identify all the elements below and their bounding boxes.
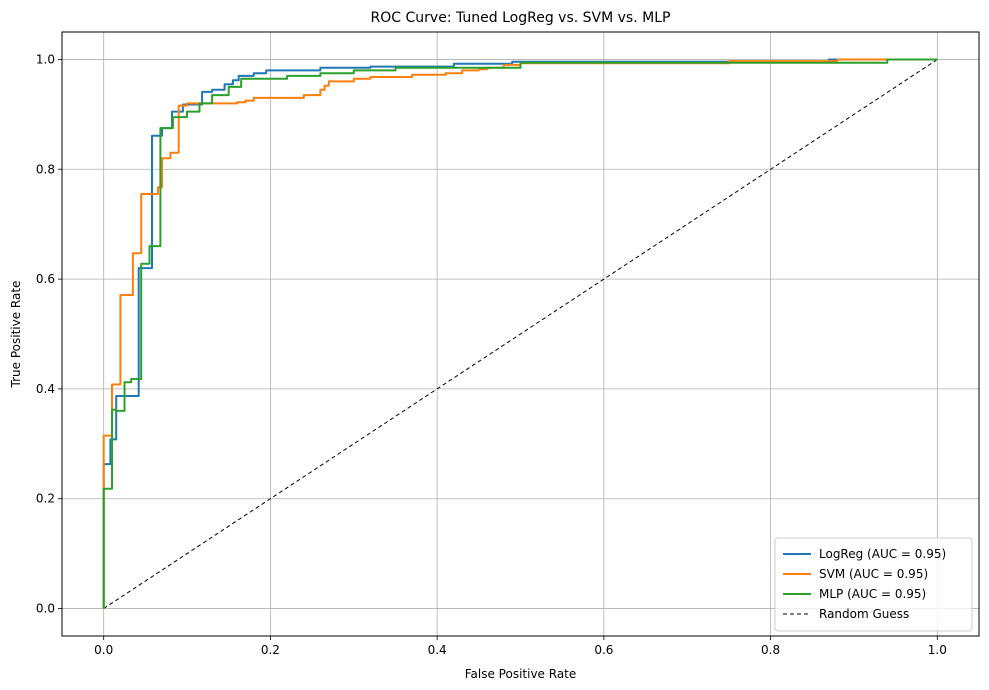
x-tick-label: 0.4 — [428, 643, 447, 657]
series-line-logreg — [102, 58, 938, 609]
x-tick-label: 0.8 — [761, 643, 780, 657]
legend-box — [774, 537, 973, 632]
series-line-mlp — [102, 58, 938, 609]
y-tick-label: 0.8 — [36, 162, 55, 176]
x-axis-ticks: 0.0 0.2 0.4 0.6 0.8 1.0 — [94, 636, 947, 657]
y-axis-label: True Positive Rate — [9, 281, 23, 389]
legend-label-random: Random Guess — [819, 607, 909, 621]
series-line-random — [103, 59, 938, 609]
legend-label-svm: SVM (AUC = 0.95) — [819, 567, 928, 581]
series-line-svm — [102, 58, 938, 609]
legend: LogReg (AUC = 0.95) SVM (AUC = 0.95) MLP (… — [774, 537, 973, 632]
x-axis-label: False Positive Rate — [465, 667, 577, 681]
x-tick-label: 0.0 — [94, 643, 113, 657]
y-tick-label: 0.0 — [36, 602, 55, 616]
plot-frame — [61, 31, 980, 637]
legend-label-mlp: MLP (AUC = 0.95) — [819, 587, 926, 601]
x-tick-label: 1.0 — [928, 643, 947, 657]
x-tick-label: 0.2 — [261, 643, 280, 657]
grid-lines — [62, 32, 979, 636]
y-tick-label: 0.4 — [36, 382, 55, 396]
y-tick-label: 0.6 — [36, 272, 55, 286]
y-tick-label: 0.2 — [36, 492, 55, 506]
series-layer — [102, 58, 938, 609]
chart-title: ROC Curve: Tuned LogReg vs. SVM vs. MLP — [371, 10, 671, 26]
legend-label-logreg: LogReg (AUC = 0.95) — [819, 547, 946, 561]
y-axis-ticks: 0.0 0.2 0.4 0.6 0.8 1.0 — [36, 52, 62, 616]
x-tick-label: 0.6 — [594, 643, 613, 657]
y-tick-label: 1.0 — [36, 52, 55, 66]
